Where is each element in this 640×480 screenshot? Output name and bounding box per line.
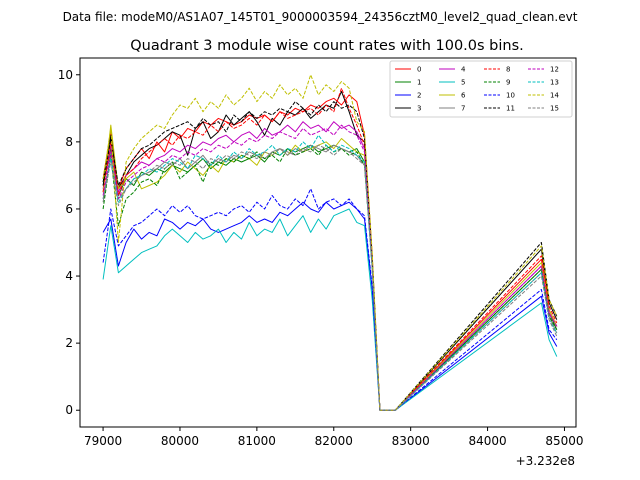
series-line-14 <box>102 74 558 411</box>
legend-label-8: 8 <box>506 66 510 74</box>
legend-label-0: 0 <box>417 66 421 74</box>
legend-label-3: 3 <box>417 105 421 113</box>
series-line-11 <box>102 101 558 411</box>
x-tick-label: 79000 <box>84 434 122 448</box>
x-tick-label: 80000 <box>161 434 199 448</box>
legend-label-5: 5 <box>461 79 465 87</box>
series-line-5 <box>102 208 558 411</box>
y-tick-label: 6 <box>65 202 73 216</box>
legend-label-13: 13 <box>550 79 559 87</box>
x-tick-label: 84000 <box>468 434 506 448</box>
legend-box <box>389 60 573 118</box>
legend-label-12: 12 <box>550 66 559 74</box>
x-tick-label: 83000 <box>392 434 430 448</box>
y-tick-label: 8 <box>65 135 73 149</box>
legend-label-1: 1 <box>417 79 421 87</box>
chart-title: Quadrant 3 module wise count rates with … <box>130 38 524 54</box>
legend-label-11: 11 <box>506 105 515 113</box>
legend-label-7: 7 <box>461 105 465 113</box>
y-tick-label: 0 <box>65 403 73 417</box>
x-tick-label: 85000 <box>545 434 583 448</box>
series-layer <box>102 74 558 411</box>
series-line-15 <box>102 144 558 411</box>
series-line-13 <box>102 134 558 411</box>
legend-label-14: 14 <box>550 92 559 100</box>
plot-frame <box>79 57 577 428</box>
suptitle: Data file: modeM0/AS1A07_145T01_90000035… <box>63 10 578 24</box>
y-tick-label: 10 <box>58 68 73 82</box>
x-offset-label: +3.232e8 <box>516 454 575 468</box>
x-axis: 79000 80000 81000 82000 83000 84000 85000 <box>84 427 584 448</box>
legend-label-9: 9 <box>506 79 510 87</box>
y-axis: 0 2 4 6 8 10 <box>58 68 80 417</box>
y-tick-label: 2 <box>65 336 73 350</box>
legend-label-10: 10 <box>506 92 515 100</box>
legend-label-6: 6 <box>461 92 466 100</box>
series-line-10 <box>102 188 558 411</box>
y-tick-label: 4 <box>65 269 73 283</box>
legend-label-15: 15 <box>550 105 559 113</box>
legend-label-4: 4 <box>461 66 466 74</box>
x-tick-label: 81000 <box>238 434 276 448</box>
legend-label-2: 2 <box>417 92 421 100</box>
x-tick-label: 82000 <box>315 434 353 448</box>
